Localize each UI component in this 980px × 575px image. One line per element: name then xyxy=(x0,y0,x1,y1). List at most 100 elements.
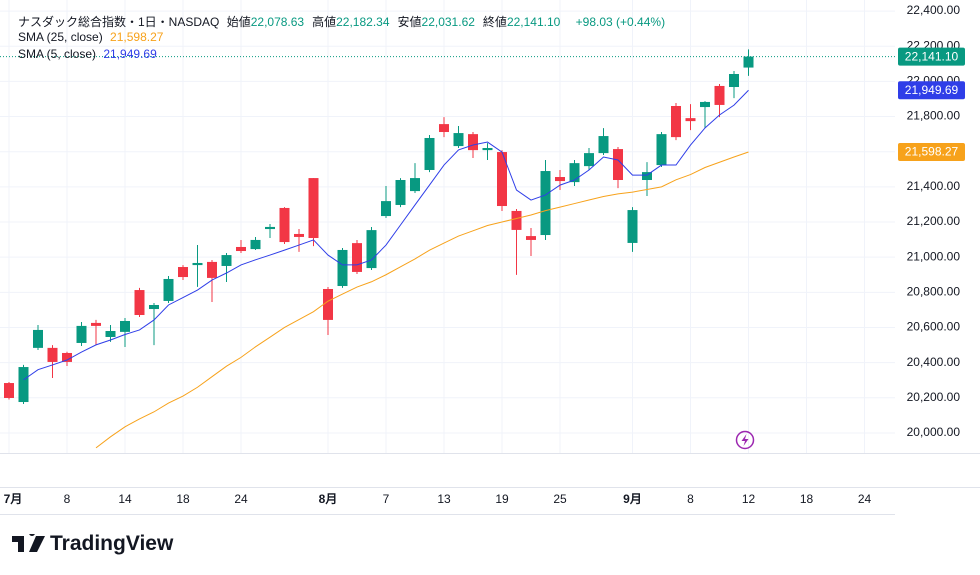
x-tick-label: 18 xyxy=(176,492,190,506)
x-tick-label: 25 xyxy=(553,492,567,506)
x-tick-label: 7月 xyxy=(4,492,23,506)
x-tick-label: 18 xyxy=(800,492,814,506)
sma-value: 21,598.27 xyxy=(110,30,164,44)
y-tick-label: 20,000.00 xyxy=(907,425,961,439)
y-tick-label: 20,800.00 xyxy=(907,285,961,299)
candle-body xyxy=(91,322,101,326)
candle-body xyxy=(729,74,739,88)
candle-body xyxy=(424,137,435,170)
sma-line xyxy=(95,151,749,449)
change: +98.03 (+0.44%) xyxy=(575,15,666,29)
candle-body xyxy=(468,134,478,151)
sma-value: 21,949.69 xyxy=(103,47,157,61)
axes: 20,000.00 20,200.00 20,400.00 20,600.00 20,8… xyxy=(0,3,980,515)
field-value: 22,141.10 xyxy=(506,15,561,29)
candle-body xyxy=(163,278,174,301)
candle-body xyxy=(250,239,261,250)
grid xyxy=(0,0,895,453)
candle-body xyxy=(613,149,623,181)
candle-body xyxy=(192,262,203,266)
y-tick-label: 21,200.00 xyxy=(907,214,961,228)
candle-body xyxy=(381,201,391,217)
x-tick-label: 24 xyxy=(234,492,248,506)
candle-body xyxy=(395,180,406,205)
candle-body xyxy=(714,85,725,105)
sma-name: SMA (25, close) xyxy=(18,30,103,44)
y-tick-label: 21,800.00 xyxy=(907,109,961,123)
candle-body xyxy=(743,56,754,68)
candle-body xyxy=(221,255,232,266)
candle-body xyxy=(598,136,609,154)
field-value: 22,031.62 xyxy=(421,15,475,29)
candle-body xyxy=(120,320,130,332)
field-label: 始値 xyxy=(226,15,251,29)
x-tick-label: 13 xyxy=(437,492,451,506)
field-label: 高値 xyxy=(312,15,337,29)
candle-body xyxy=(671,105,681,138)
y-tick-label: 20,200.00 xyxy=(907,390,961,404)
legend-main: ナスダック総合指数・1日・NASDAQ 始値22,078.63 高値22,182.… xyxy=(18,13,673,30)
symbol: ナスダック総合指数・1日・NASDAQ xyxy=(18,15,220,29)
event-icon[interactable] xyxy=(735,430,755,450)
candle-body xyxy=(178,267,188,278)
candle-body xyxy=(18,367,29,403)
candle-body xyxy=(439,124,449,133)
price-box xyxy=(898,47,965,66)
logo xyxy=(12,534,45,552)
x-tick-label: 8 xyxy=(687,492,694,506)
candle-body xyxy=(149,304,159,310)
x-tick-label: 8 xyxy=(64,492,71,506)
candle-body xyxy=(308,178,319,239)
sma-line xyxy=(23,89,749,381)
candle-body xyxy=(482,148,493,151)
candle-body xyxy=(207,261,217,278)
candle-body xyxy=(584,153,594,167)
y-tick-label: 20,600.00 xyxy=(907,320,961,334)
candle-body xyxy=(337,249,348,287)
branding[interactable]: TradingView xyxy=(12,532,173,556)
candle-body xyxy=(134,290,145,316)
candle-body xyxy=(4,383,14,398)
sma-name: SMA (5, close) xyxy=(18,47,97,61)
candle-body xyxy=(700,101,710,108)
candle-body xyxy=(105,331,116,337)
field-value: 22,182.34 xyxy=(336,15,390,29)
candle-body xyxy=(685,118,696,122)
x-tick-label: 19 xyxy=(495,492,509,506)
price-box-label: 21,949.69 xyxy=(905,83,959,97)
x-tick-label: 24 xyxy=(858,492,872,506)
candle-body xyxy=(33,329,43,348)
price-box xyxy=(898,143,965,162)
candle-body xyxy=(410,178,420,192)
y-tick-label: 21,400.00 xyxy=(907,179,961,193)
candle-body xyxy=(540,171,551,236)
candle-body xyxy=(47,347,58,362)
candle-body xyxy=(555,177,565,182)
candle-body xyxy=(656,134,667,166)
y-tick-label: 20,400.00 xyxy=(907,355,961,369)
candle-body xyxy=(236,246,246,252)
candle-body xyxy=(279,207,290,243)
candle-body xyxy=(569,163,580,183)
candle-body xyxy=(497,152,507,207)
y-tick-label: 22,400.00 xyxy=(907,3,961,17)
price-box-label: 22,141.10 xyxy=(905,49,959,63)
candle-body xyxy=(366,230,377,269)
candle-body xyxy=(323,288,333,320)
candle-body xyxy=(453,133,464,147)
candle-body xyxy=(62,352,72,362)
x-tick-label: 14 xyxy=(118,492,132,506)
field-value: 22,078.63 xyxy=(250,15,305,29)
plot-area xyxy=(0,49,895,449)
legend-sma25: SMA (25, close) 21,598.27 xyxy=(18,30,167,44)
field-label: 終値 xyxy=(482,15,507,29)
ohlc-fields: 始値22,078.63 高値22,182.34 安値22,031.62 終値22,14… xyxy=(227,15,569,29)
candle-body xyxy=(352,243,362,272)
candle-body xyxy=(642,172,652,181)
candle-body xyxy=(511,210,522,230)
y-tick-label: 21,000.00 xyxy=(907,249,961,263)
x-tick-label: 8月 xyxy=(319,492,338,506)
candle-body xyxy=(265,226,275,230)
